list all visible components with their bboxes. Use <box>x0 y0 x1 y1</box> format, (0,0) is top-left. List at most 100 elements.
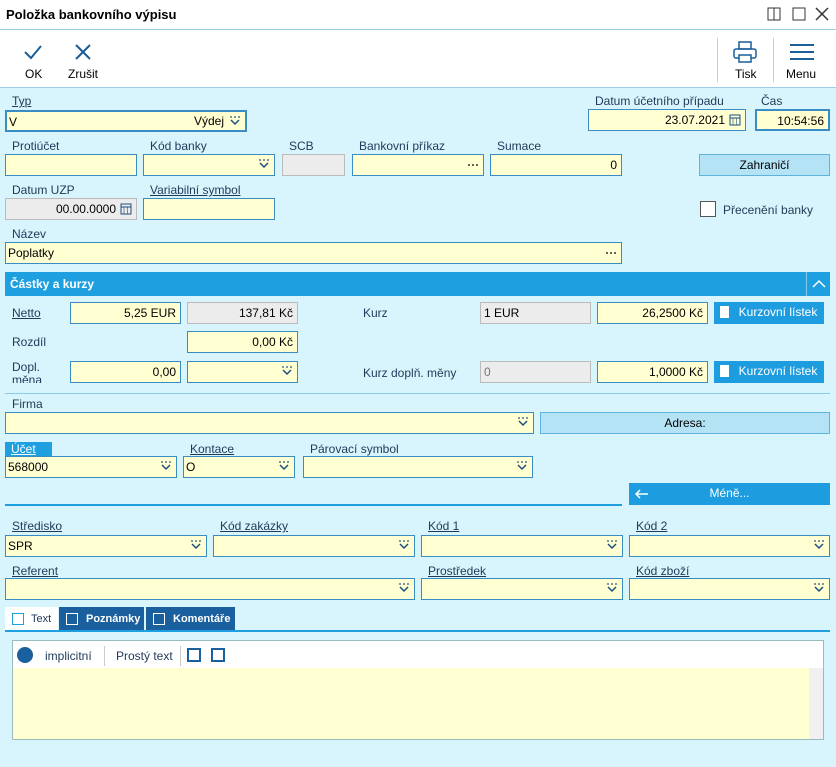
input-field[interactable] <box>303 456 533 478</box>
scrollbar[interactable] <box>809 668 823 739</box>
input-field[interactable] <box>421 535 623 557</box>
field-value: 5,25 EUR <box>123 306 176 320</box>
input-field[interactable] <box>213 535 415 557</box>
dd-icon[interactable] <box>606 583 618 595</box>
input-field[interactable] <box>5 578 415 600</box>
cancel-icon[interactable] <box>73 42 93 62</box>
input-field[interactable]: 568000 <box>5 456 177 478</box>
separator <box>104 646 105 666</box>
input-field[interactable]: 0 <box>480 361 591 383</box>
dd-icon[interactable] <box>398 540 410 552</box>
field-label: Referent <box>12 564 59 578</box>
address-button[interactable]: Adresa: <box>540 412 830 434</box>
input-field[interactable]: 0,00 <box>70 361 181 383</box>
input-field[interactable]: 137,81 Kč <box>187 302 298 324</box>
separator <box>180 646 181 666</box>
input-field[interactable]: O <box>183 456 295 478</box>
input-field[interactable]: Poplatky <box>5 242 622 264</box>
dd-icon[interactable] <box>281 366 293 378</box>
field-label: Datum účetního případu <box>595 94 724 108</box>
input-field[interactable]: 0 <box>490 154 622 176</box>
input-field[interactable] <box>629 535 830 557</box>
dd-icon[interactable] <box>398 583 410 595</box>
cal-icon[interactable] <box>729 114 741 126</box>
ok-button[interactable]: OK <box>25 67 43 81</box>
field-value: 1 EUR <box>484 306 520 320</box>
input-field[interactable] <box>187 361 298 383</box>
dd-icon[interactable] <box>229 116 241 128</box>
field-value: 137,81 Kč <box>238 306 293 320</box>
input-field[interactable] <box>421 578 623 600</box>
field-label: Bankovní příkaz <box>359 139 446 153</box>
section-title: Částky a kurzy <box>10 277 95 291</box>
dd-icon[interactable] <box>190 540 202 552</box>
tab-icon[interactable] <box>12 613 24 625</box>
collapse-icon[interactable] <box>812 279 826 289</box>
input-field[interactable] <box>143 198 275 220</box>
input-field[interactable]: 1,0000 Kč <box>597 361 708 383</box>
menu-icon[interactable] <box>789 42 815 62</box>
rate-list-button[interactable]: Kurzovní lístek <box>714 361 824 383</box>
input-field[interactable]: SPR <box>5 535 207 557</box>
input-field[interactable]: 26,2500 Kč <box>597 302 708 324</box>
field-value: O <box>186 460 196 474</box>
tab[interactable]: Text <box>5 607 58 631</box>
dd-icon[interactable] <box>606 540 618 552</box>
dd-icon[interactable] <box>813 540 825 552</box>
input-field[interactable]: 10:54:56 <box>755 109 830 131</box>
input-field[interactable]: V <box>5 110 247 132</box>
tab-icon[interactable] <box>153 613 165 625</box>
input-field[interactable] <box>352 154 484 176</box>
doc-icon[interactable] <box>720 306 729 318</box>
input-field[interactable]: 0,00 Kč <box>187 331 298 353</box>
text-area[interactable] <box>13 668 809 739</box>
field-label: SCB <box>289 139 314 153</box>
section-header[interactable] <box>5 272 830 296</box>
tab[interactable]: Poznámky <box>59 607 144 631</box>
tab-icon[interactable] <box>66 613 78 625</box>
cancel-button[interactable]: Zrušit <box>68 67 98 81</box>
window-title: Položka bankovního výpisu <box>6 7 177 22</box>
ok-icon[interactable] <box>23 42 43 62</box>
input-field[interactable]: 5,25 EUR <box>70 302 181 324</box>
input-field[interactable]: 23.07.2021 <box>588 109 746 131</box>
dd-icon[interactable] <box>258 159 270 171</box>
input-field[interactable] <box>282 154 345 176</box>
field-label: Párovací symbol <box>310 442 399 456</box>
cal-icon[interactable] <box>120 203 132 215</box>
dots-icon[interactable] <box>467 159 479 171</box>
dd-icon[interactable] <box>160 461 172 473</box>
input-field[interactable] <box>5 154 137 176</box>
divider <box>5 504 622 506</box>
input-field[interactable]: 1 EUR <box>480 302 591 324</box>
dd-icon[interactable] <box>516 461 528 473</box>
window-controls[interactable] <box>766 6 830 24</box>
doc-icon[interactable] <box>720 365 729 377</box>
dd-icon[interactable] <box>517 417 529 429</box>
language-select[interactable]: implicitní <box>45 649 92 663</box>
foreign-button[interactable]: Zahraničí <box>699 154 830 176</box>
checkbox[interactable] <box>700 201 716 217</box>
field-label: Přecenění banky <box>723 203 814 217</box>
tab[interactable]: Komentáře <box>146 607 235 631</box>
field-label: Typ <box>12 94 32 108</box>
input-field[interactable] <box>5 412 534 434</box>
less-button[interactable]: Méně... <box>629 483 830 505</box>
input-field[interactable]: 00.00.0000 <box>5 198 137 220</box>
dd-icon[interactable] <box>278 461 290 473</box>
format-select[interactable]: Prostý text <box>116 649 173 663</box>
dots-icon[interactable] <box>605 247 617 259</box>
input-field[interactable] <box>143 154 275 176</box>
print-icon[interactable] <box>732 40 758 64</box>
menu-button[interactable]: Menu <box>786 67 817 81</box>
print-button[interactable]: Tisk <box>735 67 757 81</box>
copy-icon[interactable] <box>187 648 201 662</box>
globe-icon[interactable] <box>17 647 33 663</box>
field-label: Sumace <box>497 139 542 153</box>
input-field[interactable] <box>629 578 830 600</box>
dd-icon[interactable] <box>813 583 825 595</box>
rate-list-button[interactable]: Kurzovní lístek <box>714 302 824 324</box>
paste-icon[interactable] <box>211 648 225 662</box>
arrow-icon[interactable] <box>635 489 649 499</box>
